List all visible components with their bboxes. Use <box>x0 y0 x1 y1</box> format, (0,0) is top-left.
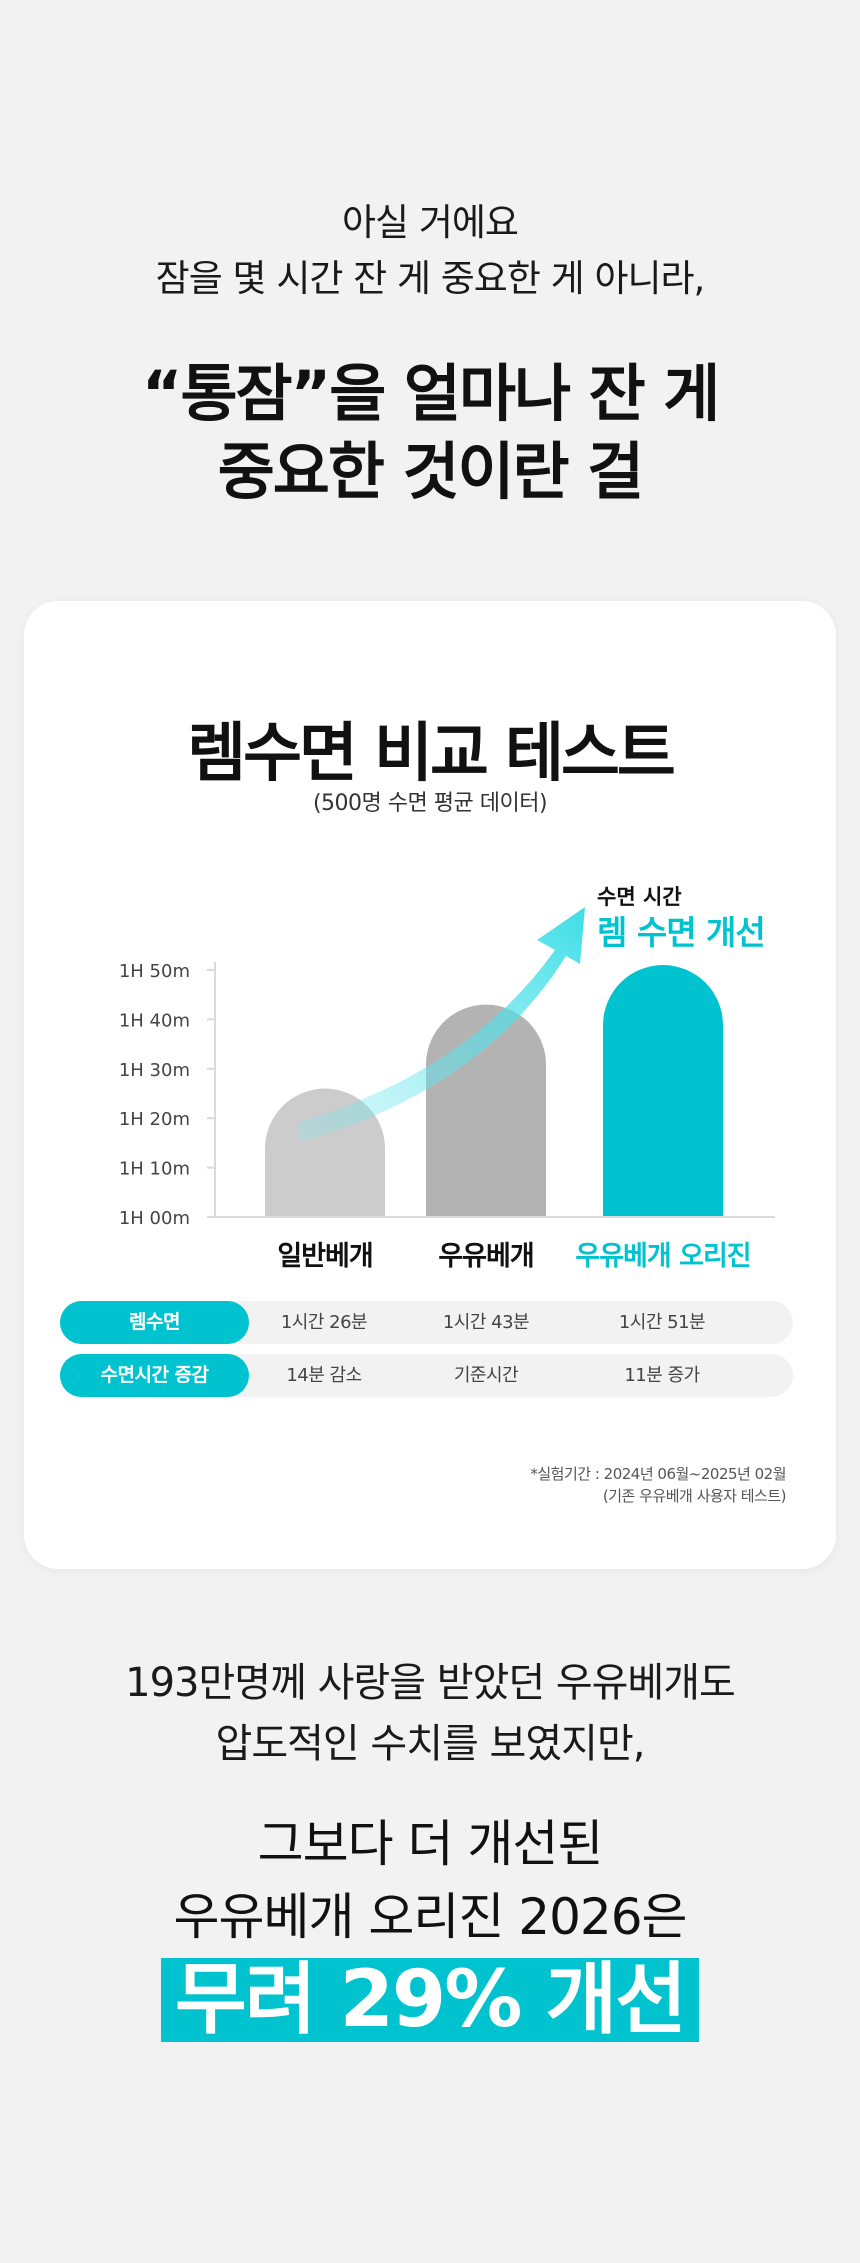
headline: “통잠”을 얼마나 잔 게 중요한 것이란 걸 <box>0 355 860 511</box>
table-cell: 14분 감소 <box>286 1365 362 1386</box>
x-category-label: 우유베개 <box>438 1241 533 1272</box>
headline-line-1: “통잠”을 얼마나 잔 게 <box>141 357 721 430</box>
footnote-line-2: (기존 우유베개 사용자 테스트) <box>602 1487 787 1505</box>
chart-subtitle: (500명 수면 평균 데이터) <box>312 791 548 816</box>
footnote-line-1: *실험기간 : 2024년 06월~2025년 02월 <box>530 1465 786 1483</box>
highlight-wrap: 무려 29% 개선 <box>0 1958 860 2042</box>
table-cell: 1시간 43분 <box>442 1312 530 1333</box>
intro-text: 아실 거에요 잠을 몇 시간 잔 게 중요한 게 아니라, <box>0 195 860 307</box>
table-cell: 1시간 26분 <box>280 1312 368 1333</box>
bottom-line-4: 우유베개 오리진 2026은 <box>173 1888 687 1946</box>
chart-title: 렘수면 비교 테스트 <box>187 717 676 791</box>
table-cell: 1시간 51분 <box>618 1312 706 1333</box>
intro-line-2: 잠을 몇 시간 잔 게 중요한 게 아니라, <box>155 257 706 300</box>
table-cell: 11분 증가 <box>624 1365 700 1386</box>
intro-line-1: 아실 거에요 <box>342 201 519 244</box>
row-label-sleep-change: 수면시간 증감 <box>60 1354 249 1397</box>
table-cell: 기준시간 <box>453 1365 519 1386</box>
annotation-small: 수면 시간 <box>597 885 682 909</box>
footnote: *실험기간 : 2024년 06월~2025년 02월 (기존 우유베개 사용자… <box>530 1463 786 1507</box>
growth-arrow <box>300 907 585 1142</box>
table-row-rem: 렘수면 1시간 26분 1시간 43분 1시간 51분 <box>60 1301 793 1344</box>
y-tick-label: 1H 10m <box>119 1159 190 1180</box>
bar-3 <box>603 965 723 1217</box>
x-category-label: 우유베개 오리진 <box>575 1241 750 1272</box>
headline-line-2: 중요한 것이란 걸 <box>217 435 644 508</box>
y-tick-label: 1H 40m <box>119 1010 190 1031</box>
row-label-rem: 렘수면 <box>60 1301 249 1344</box>
y-tick-label: 1H 20m <box>119 1109 190 1130</box>
y-tick-label: 1H 50m <box>119 961 190 982</box>
highlight-improvement: 무려 29% 개선 <box>160 1958 700 2042</box>
rem-sleep-chart: 1H 00m 1H 10m 1H 20m 1H 30m 1H 40m 1H 50m 수면 … <box>119 885 775 1272</box>
bottom-line-1: 193만명께 사랑을 받았던 우유베개도 <box>125 1660 736 1706</box>
annotation-big: 렘 수면 개선 <box>597 913 765 952</box>
bottom-line-3: 그보다 더 개선된 <box>257 1815 604 1873</box>
bottom-text-2: 그보다 더 개선된 우유베개 오리진 2026은 <box>0 1808 860 1954</box>
table-row-sleep-change: 수면시간 증감 14분 감소 기준시간 11분 증가 <box>60 1354 793 1397</box>
bottom-line-2: 압도적인 수치를 보였지만, <box>215 1721 646 1767</box>
bottom-text: 193만명께 사랑을 받았던 우유베개도 압도적인 수치를 보였지만, <box>0 1653 860 1775</box>
y-tick-label: 1H 00m <box>119 1208 190 1229</box>
x-category-label: 일반베개 <box>277 1241 372 1272</box>
y-tick-label: 1H 30m <box>119 1060 190 1081</box>
